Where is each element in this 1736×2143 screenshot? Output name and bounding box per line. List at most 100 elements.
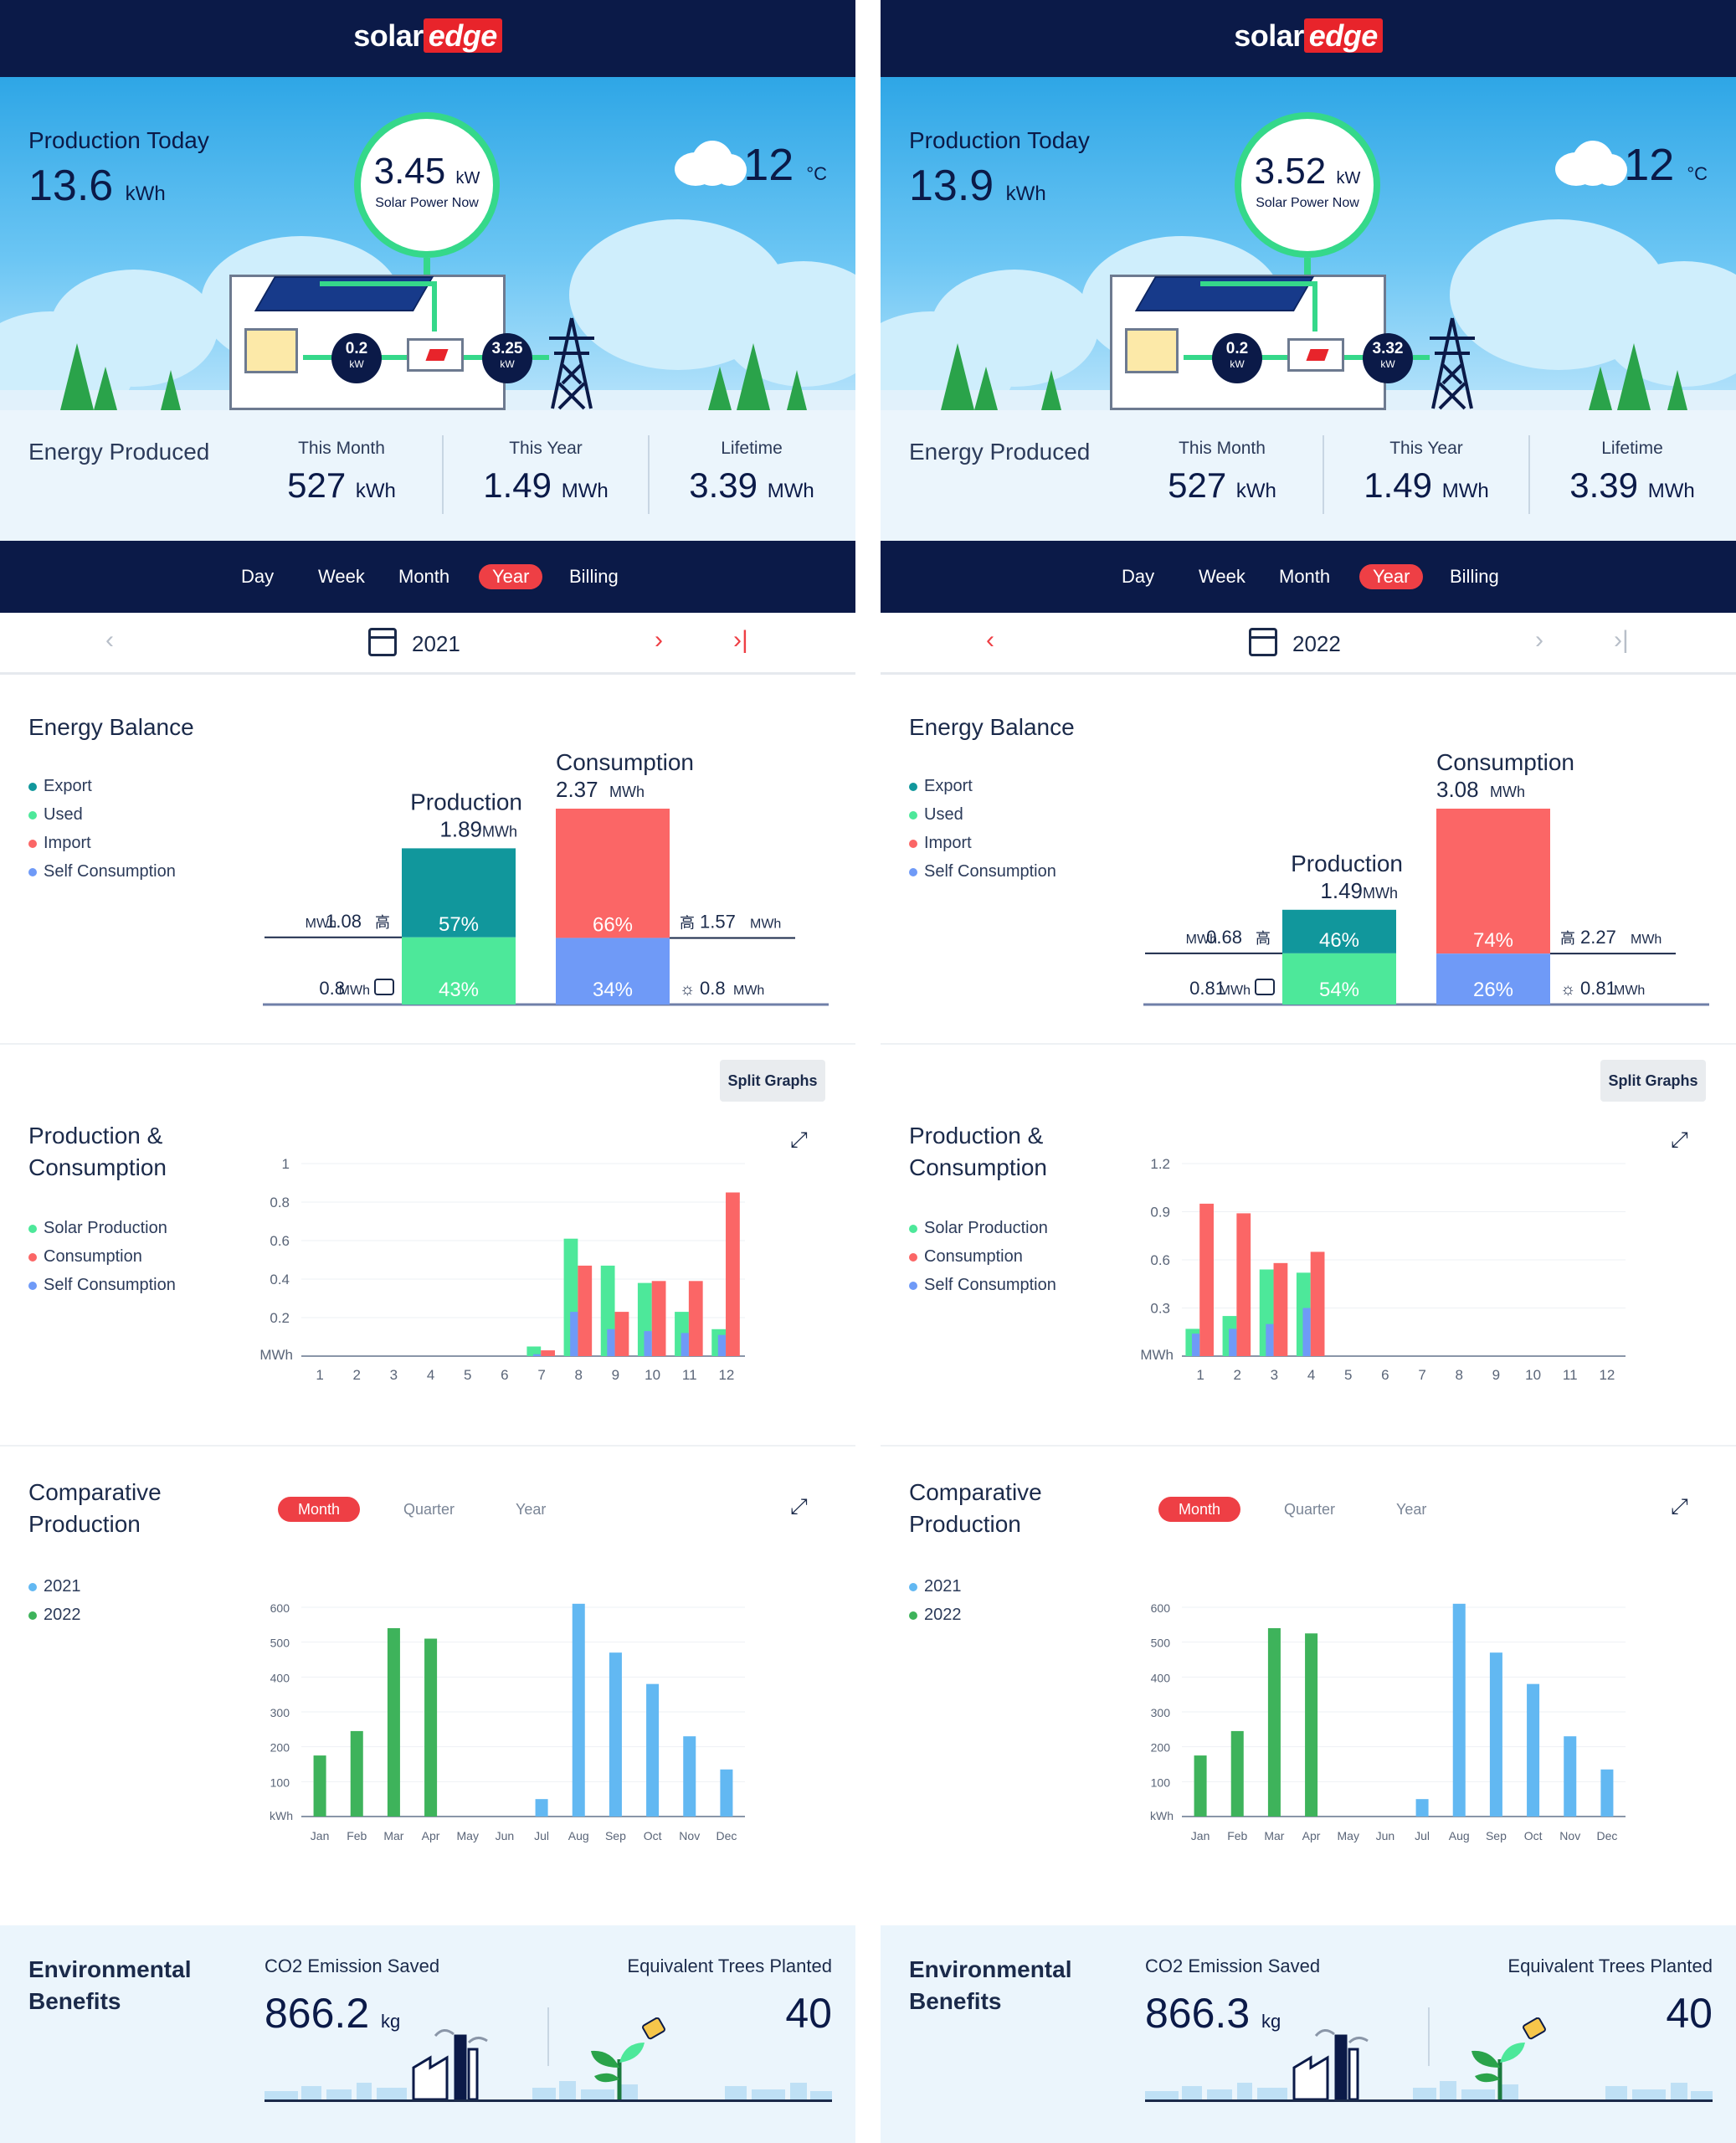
tree-icon — [737, 343, 770, 410]
x-tick-label: Jan — [1191, 1829, 1210, 1842]
expand-icon[interactable]: ⤢ — [790, 1493, 808, 1519]
self-pct: 34% — [593, 979, 633, 1001]
solar-power-now[interactable]: 3.52 kW Solar Power Now — [1235, 112, 1380, 258]
tab-compare-month[interactable]: Month — [278, 1497, 361, 1522]
flow-line — [1312, 281, 1317, 331]
tab-billing[interactable]: Billing — [1450, 566, 1499, 587]
grid-tower-icon: ⾼ — [1560, 930, 1575, 947]
tab-compare-year[interactable]: Year — [516, 1501, 547, 1518]
x-tick-label: Jun — [496, 1829, 515, 1842]
expand-icon[interactable]: ⤢ — [1671, 1493, 1688, 1519]
tab-month[interactable]: Month — [1279, 566, 1331, 587]
plant-icon — [591, 2017, 665, 2099]
bar-2021 — [683, 1736, 696, 1817]
bar-self-consumption — [607, 1328, 615, 1356]
next-chevron-icon[interactable]: › — [1535, 626, 1543, 654]
trees-label: Equivalent Trees Planted — [627, 1955, 832, 1976]
self-mwh-unit: MWh — [1614, 984, 1645, 998]
prev-chevron-icon[interactable]: ‹ — [986, 626, 994, 654]
house-icon — [374, 979, 394, 995]
x-tick-label: Sep — [1486, 1829, 1507, 1842]
tab-day[interactable]: Day — [241, 566, 275, 587]
tab-month[interactable]: Month — [398, 566, 450, 587]
x-tick-label: 1 — [316, 1367, 323, 1383]
x-tick-label: Feb — [347, 1829, 367, 1842]
power-tower-icon — [549, 317, 594, 410]
production-consumption-legend: Solar Production Consumption Self Consum… — [909, 1214, 1056, 1299]
production-today-value: 13.9 kWh — [909, 162, 1046, 210]
x-tick-label: 5 — [1344, 1367, 1352, 1383]
solar-power-now[interactable]: 3.45 kW Solar Power Now — [354, 112, 500, 258]
tab-year[interactable]: Year — [479, 564, 543, 589]
divider — [547, 2007, 549, 2066]
calendar-icon[interactable] — [1249, 628, 1277, 656]
tab-billing[interactable]: Billing — [569, 566, 619, 587]
flow-line — [1259, 355, 1289, 360]
y-axis-unit: kWh — [270, 1809, 293, 1822]
tab-compare-year[interactable]: Year — [1396, 1501, 1427, 1518]
tab-week[interactable]: Week — [318, 566, 365, 587]
x-tick-label: 8 — [1456, 1367, 1463, 1383]
y-tick-label: 400 — [270, 1671, 290, 1684]
x-tick-label: 3 — [1271, 1367, 1278, 1383]
x-tick-label: 7 — [537, 1367, 545, 1383]
environmental-benefits: Environmental Benefits CO2 Emission Saved… — [881, 1925, 1736, 2143]
x-tick-label: Oct — [1524, 1829, 1543, 1842]
bar-consumption — [651, 1281, 666, 1356]
tab-compare-month[interactable]: Month — [1158, 1497, 1241, 1522]
used-mwh-unit: MWh — [339, 984, 370, 998]
bar-2022 — [313, 1755, 326, 1817]
tree-icon — [161, 370, 181, 410]
flow-line — [320, 281, 437, 286]
x-tick-label: 4 — [427, 1367, 434, 1383]
last-chevron-icon[interactable]: ›| — [733, 626, 748, 654]
y-tick-label: 500 — [270, 1637, 290, 1650]
bar-2021 — [1452, 1603, 1466, 1817]
expand-icon[interactable]: ⤢ — [1671, 1127, 1688, 1152]
tab-day[interactable]: Day — [1122, 566, 1155, 587]
legend-import: Import — [909, 829, 1056, 857]
ground-line — [1145, 2099, 1713, 2102]
x-tick-label: 6 — [1381, 1367, 1389, 1383]
selected-year[interactable]: 2022 — [1292, 631, 1341, 656]
bar-used — [1282, 953, 1396, 1005]
y-tick-label: 600 — [270, 1601, 290, 1615]
trees-label: Equivalent Trees Planted — [1507, 1955, 1713, 1976]
bar-import — [556, 809, 670, 938]
flow-line — [1344, 355, 1371, 360]
temperature: 12 °C — [1624, 140, 1708, 190]
tab-compare-quarter[interactable]: Quarter — [403, 1501, 455, 1518]
energy-produced: Energy Produced This Month 527 kWh This … — [881, 410, 1736, 541]
bar-consumption — [1236, 1213, 1251, 1356]
self-mwh: 0.8 — [700, 978, 726, 999]
comparative-production-title: Comparative Production — [28, 1479, 162, 1537]
calendar-icon[interactable] — [368, 628, 397, 656]
date-selector: ‹ 2022 › ›| — [881, 613, 1736, 675]
y-tick-label: 300 — [1151, 1706, 1171, 1719]
grid-power: 3.32 kW — [1363, 333, 1413, 383]
divider — [442, 435, 444, 514]
tree-icon — [974, 367, 998, 410]
selected-year[interactable]: 2021 — [412, 631, 460, 656]
split-graphs-button[interactable]: Split Graphs — [1600, 1060, 1706, 1102]
site-overview: Production Today 13.6 kWh 12 °C 3.45 kW … — [0, 77, 855, 410]
load-icon — [244, 328, 298, 373]
legend-self-consumption: Self Consumption — [909, 1271, 1056, 1299]
co2-value: 866.3 kg — [1145, 1990, 1281, 2037]
tab-compare-quarter[interactable]: Quarter — [1284, 1501, 1336, 1518]
prev-chevron-icon[interactable]: ‹ — [105, 626, 114, 654]
expand-icon[interactable]: ⤢ — [790, 1127, 808, 1152]
production-label: Production — [1291, 851, 1403, 876]
temperature: 12 °C — [743, 140, 827, 190]
bar-2021 — [572, 1603, 585, 1817]
tab-week[interactable]: Week — [1199, 566, 1246, 587]
bar-self-consumption — [1191, 1334, 1200, 1356]
next-chevron-icon[interactable]: › — [655, 626, 663, 654]
last-chevron-icon[interactable]: ›| — [1614, 626, 1629, 654]
tab-year[interactable]: Year — [1359, 564, 1424, 589]
bar-2022 — [1194, 1755, 1207, 1817]
tree-icon — [941, 343, 974, 410]
split-graphs-button[interactable]: Split Graphs — [720, 1060, 825, 1102]
consumption-label: Consumption — [556, 749, 694, 775]
